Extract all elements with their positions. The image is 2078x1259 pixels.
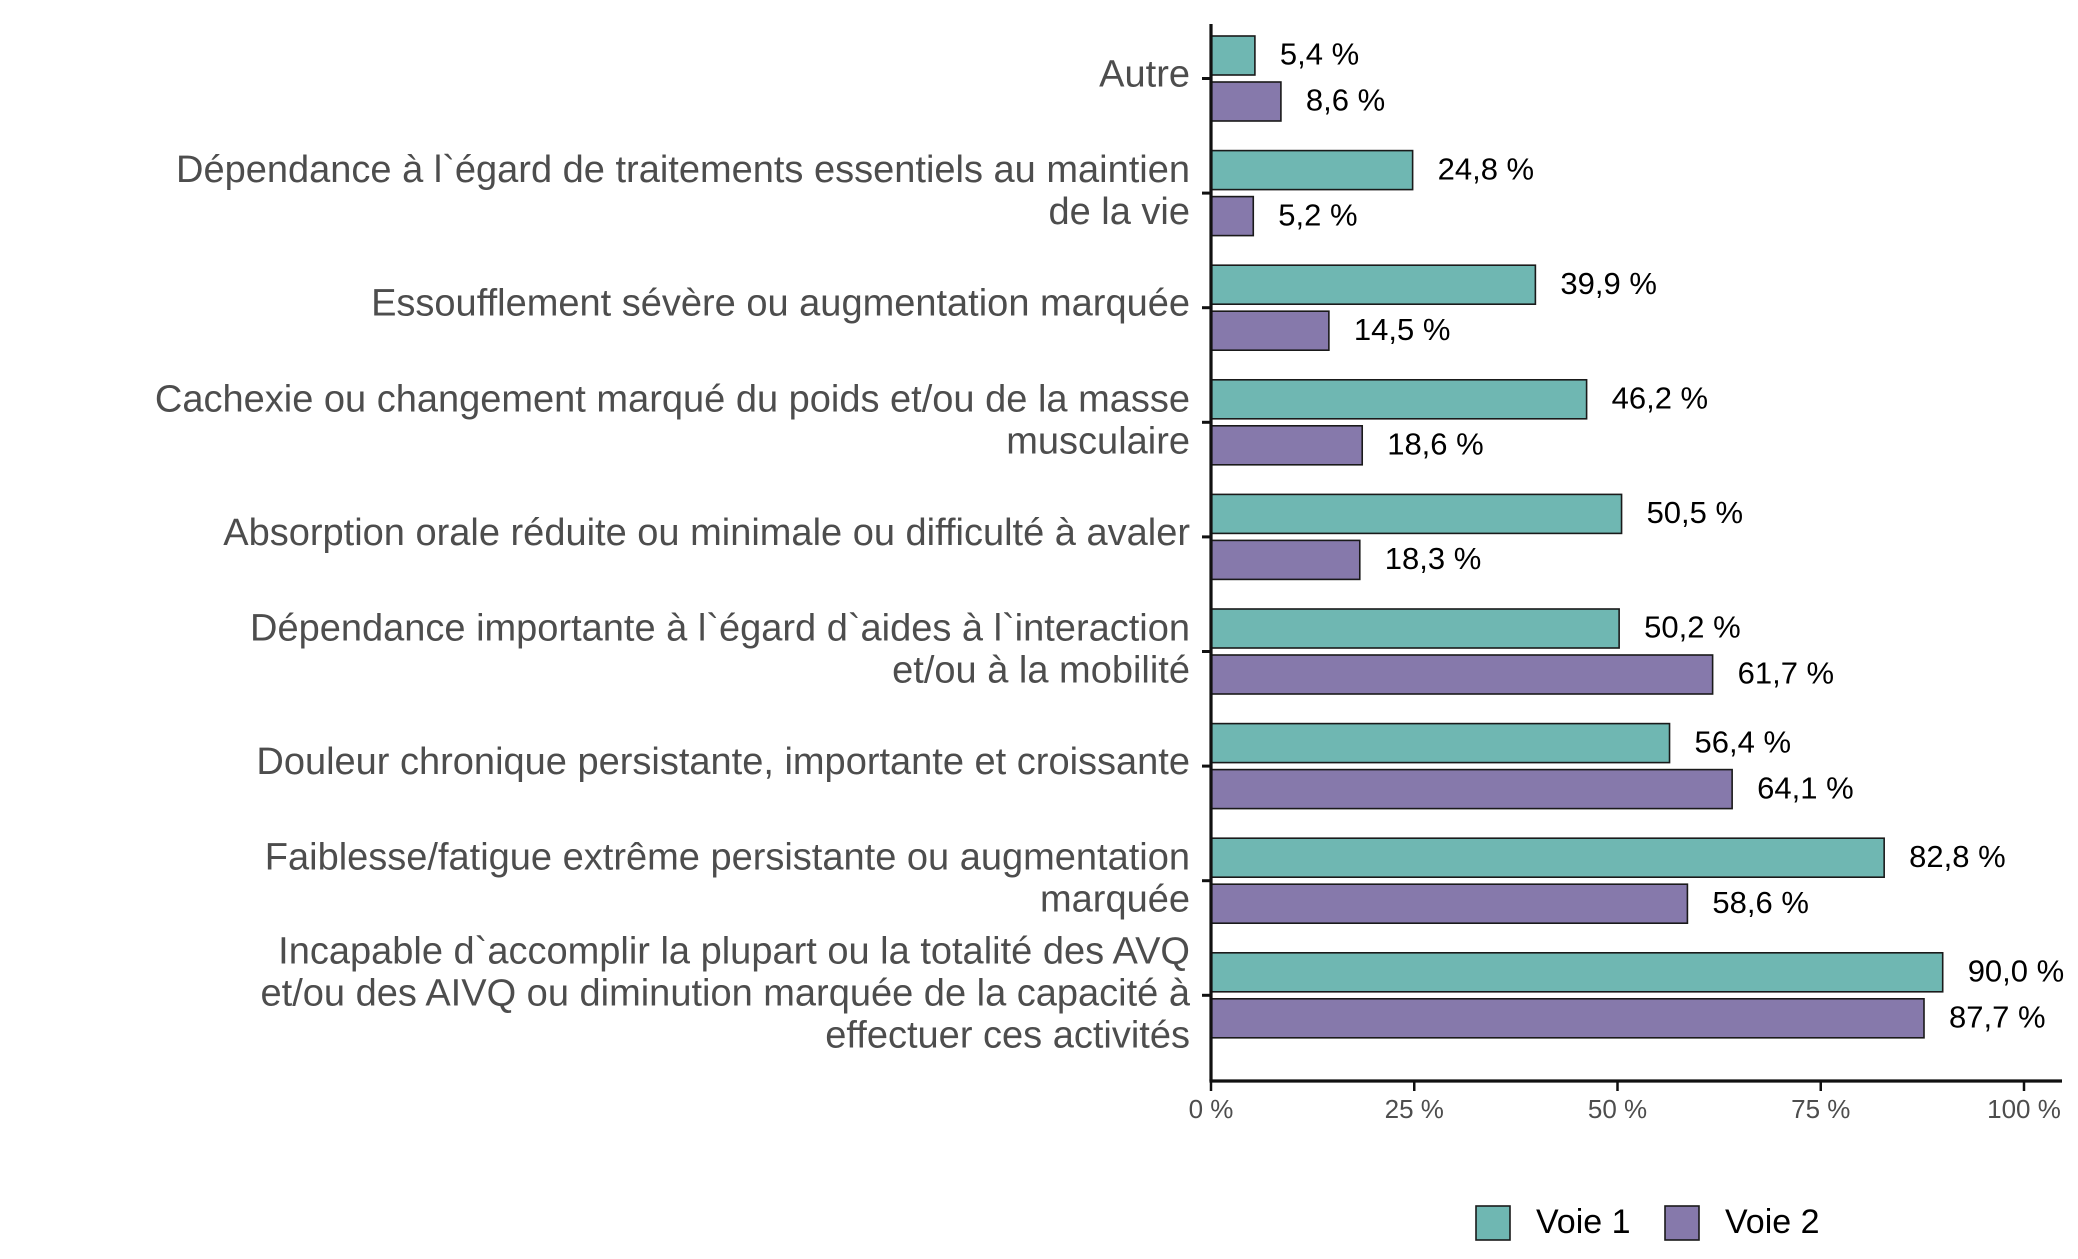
axes-layer: 0 % 25 % 50 % 75 % 100 % bbox=[1189, 24, 2062, 1124]
data-label-2-5: 18,3 % bbox=[1385, 541, 1482, 576]
data-label-1-1: 5,4 % bbox=[1280, 37, 1359, 72]
category-label-9-line-2: et/ou des AIVQ ou diminution marquée de … bbox=[261, 972, 1191, 1014]
category-label-9-line-3: effectuer ces activités bbox=[825, 1014, 1190, 1056]
data-label-1-9: 90,0 % bbox=[1968, 953, 2065, 988]
bar-1-5 bbox=[1210, 493, 1623, 535]
data-label-2-6: 61,7 % bbox=[1738, 656, 1835, 691]
data-label-2-9: 87,7 % bbox=[1949, 999, 2046, 1034]
bar-1-3 bbox=[1210, 264, 1537, 306]
data-label-1-6: 50,2 % bbox=[1644, 610, 1741, 645]
category-label-9-line-1: Incapable d`accomplir la plupart ou la t… bbox=[278, 930, 1190, 972]
x-tick-label-50: 50 % bbox=[1588, 1094, 1647, 1124]
category-labels-layer: Autre Dépendance à l`égard de traitements… bbox=[155, 54, 1191, 1057]
bar-2-6 bbox=[1210, 654, 1714, 695]
data-label-1-4: 46,2 % bbox=[1612, 380, 1709, 415]
data-label-2-1: 8,6 % bbox=[1306, 83, 1385, 118]
bar-1-6 bbox=[1210, 608, 1620, 649]
data-label-1-5: 50,5 % bbox=[1647, 495, 1744, 530]
bar-2-1 bbox=[1210, 81, 1282, 122]
category-label-2-line-2: de la vie bbox=[1048, 191, 1190, 233]
bar-1-4 bbox=[1210, 378, 1588, 420]
category-label-6-line-1: Dépendance importante à l`égard d`aides … bbox=[250, 608, 1190, 650]
bar-2-2 bbox=[1210, 195, 1255, 237]
category-label-1-line-1: Autre bbox=[1099, 54, 1190, 96]
category-label-4-line-1: Cachexie ou changement marqué du poids e… bbox=[155, 378, 1190, 420]
legend-label-2: Voie 2 bbox=[1725, 1203, 1820, 1241]
data-label-2-4: 18,6 % bbox=[1387, 426, 1484, 461]
bar-2-7 bbox=[1210, 768, 1733, 810]
data-label-2-8: 58,6 % bbox=[1712, 885, 1809, 920]
bar-1-8 bbox=[1210, 837, 1885, 879]
category-label-8-line-2: marquée bbox=[1040, 879, 1190, 921]
bar-2-3 bbox=[1210, 310, 1330, 352]
data-label-2-3: 14,5 % bbox=[1354, 312, 1451, 347]
value-labels-layer: 5,4 % 8,6 % 24,8 % 5,2 % 39,9 % 14,5 % 46,2 % 1… bbox=[1278, 37, 2064, 1035]
legend-label-1: Voie 1 bbox=[1536, 1203, 1631, 1241]
legend-swatch-1 bbox=[1475, 1205, 1511, 1241]
data-label-2-2: 5,2 % bbox=[1278, 197, 1357, 232]
data-label-1-2: 24,8 % bbox=[1438, 151, 1535, 186]
legend: Voie 1 Voie 2 bbox=[1475, 1203, 1820, 1241]
category-label-5-line-1: Absorption orale réduite ou minimale ou … bbox=[223, 512, 1190, 554]
bar-2-5 bbox=[1210, 539, 1361, 581]
legend-swatch-2 bbox=[1664, 1205, 1700, 1241]
bar-1-9 bbox=[1210, 951, 1944, 993]
category-label-4-line-2: musculaire bbox=[1006, 420, 1190, 462]
bars-layer bbox=[1210, 35, 1944, 1039]
data-label-2-7: 64,1 % bbox=[1757, 770, 1854, 805]
bar-2-9 bbox=[1210, 997, 1925, 1039]
x-tick-label-25: 25 % bbox=[1385, 1094, 1444, 1124]
bar-1-1 bbox=[1210, 35, 1256, 76]
data-label-1-7: 56,4 % bbox=[1695, 724, 1792, 759]
category-label-2-line-1: Dépendance à l`égard de traitements esse… bbox=[176, 149, 1190, 191]
category-label-7-line-1: Douleur chronique persistante, important… bbox=[256, 741, 1190, 783]
bar-1-7 bbox=[1210, 722, 1671, 764]
bar-2-8 bbox=[1210, 883, 1689, 925]
x-tick-label-100: 100 % bbox=[1987, 1094, 2061, 1124]
x-tick-label-75: 75 % bbox=[1791, 1094, 1850, 1124]
bar-1-2 bbox=[1210, 149, 1414, 191]
category-label-3-line-1: Essoufflement sévère ou augmentation mar… bbox=[371, 283, 1190, 325]
data-label-1-3: 39,9 % bbox=[1560, 266, 1657, 301]
x-tick-label-0: 0 % bbox=[1189, 1094, 1234, 1124]
category-label-8-line-1: Faiblesse/fatigue extrême persistante ou… bbox=[265, 837, 1190, 879]
bar-2-4 bbox=[1210, 424, 1364, 466]
data-label-1-8: 82,8 % bbox=[1909, 839, 2006, 874]
category-label-6-line-2: et/ou à la mobilité bbox=[892, 650, 1190, 692]
